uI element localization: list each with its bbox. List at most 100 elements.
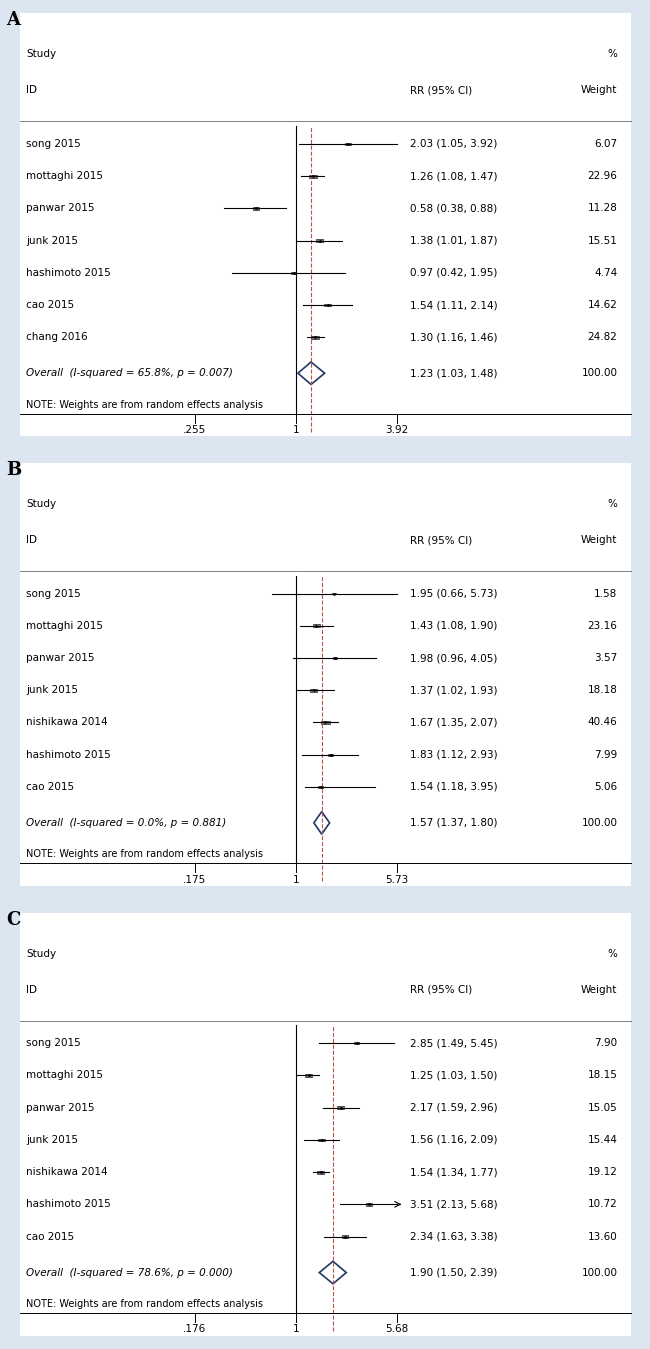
Text: C: C (6, 911, 21, 928)
Text: 15.05: 15.05 (588, 1102, 618, 1113)
Text: .176: .176 (183, 1325, 207, 1334)
Text: cao 2015: cao 2015 (26, 782, 74, 792)
Text: 2.34 (1.63, 3.38): 2.34 (1.63, 3.38) (410, 1232, 497, 1241)
Bar (345, 143, 350, 144)
Text: song 2015: song 2015 (26, 139, 81, 148)
Text: 23.16: 23.16 (588, 621, 618, 631)
Text: 1: 1 (292, 1325, 299, 1334)
Bar (365, 1203, 372, 1206)
Text: 1.25 (1.03, 1.50): 1.25 (1.03, 1.50) (410, 1071, 497, 1081)
Text: 5.68: 5.68 (385, 1325, 408, 1334)
Bar (313, 625, 320, 627)
Text: NOTE: Weights are from random effects analysis: NOTE: Weights are from random effects an… (26, 1299, 263, 1309)
Text: mottaghi 2015: mottaghi 2015 (26, 621, 103, 631)
Text: hashimoto 2015: hashimoto 2015 (26, 750, 110, 759)
FancyBboxPatch shape (20, 13, 630, 436)
Bar (342, 1236, 348, 1238)
Text: 1.38 (1.01, 1.87): 1.38 (1.01, 1.87) (410, 236, 497, 246)
Text: 1.23 (1.03, 1.48): 1.23 (1.03, 1.48) (410, 368, 497, 378)
Text: panwar 2015: panwar 2015 (26, 653, 94, 662)
Text: 11.28: 11.28 (588, 204, 618, 213)
Text: ID: ID (26, 85, 37, 96)
Text: nishikawa 2014: nishikawa 2014 (26, 718, 108, 727)
Bar (318, 786, 323, 788)
Text: 5.73: 5.73 (385, 874, 408, 885)
Text: 1.26 (1.08, 1.47): 1.26 (1.08, 1.47) (410, 171, 497, 181)
Text: mottaghi 2015: mottaghi 2015 (26, 1071, 103, 1081)
Text: 14.62: 14.62 (588, 299, 618, 310)
Text: %: % (608, 50, 617, 59)
Polygon shape (314, 812, 330, 834)
Polygon shape (319, 1261, 346, 1284)
Text: 1.30 (1.16, 1.46): 1.30 (1.16, 1.46) (410, 332, 497, 343)
Text: ID: ID (26, 985, 37, 994)
Text: 1: 1 (292, 874, 299, 885)
Text: 5.06: 5.06 (594, 782, 618, 792)
Text: 6.07: 6.07 (594, 139, 618, 148)
Bar (316, 239, 323, 241)
Text: 3.92: 3.92 (385, 425, 408, 434)
Text: song 2015: song 2015 (26, 588, 81, 599)
Bar (309, 174, 317, 178)
Text: panwar 2015: panwar 2015 (26, 1102, 94, 1113)
Text: 24.82: 24.82 (588, 332, 618, 343)
Text: 1.83 (1.12, 2.93): 1.83 (1.12, 2.93) (410, 750, 497, 759)
Text: Weight: Weight (581, 985, 618, 994)
FancyBboxPatch shape (20, 913, 630, 1336)
Text: 1.98 (0.96, 4.05): 1.98 (0.96, 4.05) (410, 653, 497, 662)
Text: 18.15: 18.15 (588, 1071, 618, 1081)
Text: 3.51 (2.13, 5.68): 3.51 (2.13, 5.68) (410, 1199, 497, 1209)
Text: Overall  (I-squared = 78.6%, p = 0.000): Overall (I-squared = 78.6%, p = 0.000) (26, 1268, 233, 1278)
Text: 1.95 (0.66, 5.73): 1.95 (0.66, 5.73) (410, 588, 497, 599)
Text: RR (95% CI): RR (95% CI) (410, 85, 472, 96)
Text: 2.85 (1.49, 5.45): 2.85 (1.49, 5.45) (410, 1039, 497, 1048)
Text: A: A (6, 11, 21, 30)
Text: 1.90 (1.50, 2.39): 1.90 (1.50, 2.39) (410, 1268, 497, 1278)
Polygon shape (298, 362, 324, 384)
Text: ID: ID (26, 536, 37, 545)
Text: 1.54 (1.18, 3.95): 1.54 (1.18, 3.95) (410, 782, 497, 792)
Bar (306, 1074, 312, 1077)
Bar (333, 657, 337, 658)
Text: 2.17 (1.59, 2.96): 2.17 (1.59, 2.96) (410, 1102, 497, 1113)
Bar (291, 271, 296, 274)
Text: cao 2015: cao 2015 (26, 299, 74, 310)
Text: 1.43 (1.08, 1.90): 1.43 (1.08, 1.90) (410, 621, 497, 631)
Text: 40.46: 40.46 (588, 718, 618, 727)
Text: %: % (608, 499, 617, 509)
Text: 18.18: 18.18 (588, 685, 618, 695)
Text: 1.57 (1.37, 1.80): 1.57 (1.37, 1.80) (410, 817, 497, 828)
Bar (324, 304, 331, 306)
Text: Weight: Weight (581, 85, 618, 96)
Bar (311, 336, 319, 339)
FancyBboxPatch shape (20, 463, 630, 886)
Bar (332, 592, 336, 595)
Text: RR (95% CI): RR (95% CI) (410, 985, 472, 994)
Text: 19.12: 19.12 (588, 1167, 618, 1178)
Text: 1.56 (1.16, 2.09): 1.56 (1.16, 2.09) (410, 1135, 497, 1145)
Text: 2.03 (1.05, 3.92): 2.03 (1.05, 3.92) (410, 139, 497, 148)
Text: B: B (6, 461, 21, 479)
Text: 7.99: 7.99 (594, 750, 618, 759)
Text: Overall  (I-squared = 0.0%, p = 0.881): Overall (I-squared = 0.0%, p = 0.881) (26, 817, 226, 828)
Text: 1.54 (1.11, 2.14): 1.54 (1.11, 2.14) (410, 299, 497, 310)
Text: 0.58 (0.38, 0.88): 0.58 (0.38, 0.88) (410, 204, 497, 213)
Bar (337, 1106, 344, 1109)
Text: 13.60: 13.60 (588, 1232, 618, 1241)
Text: nishikawa 2014: nishikawa 2014 (26, 1167, 108, 1178)
Text: 100.00: 100.00 (582, 817, 618, 828)
Text: song 2015: song 2015 (26, 1039, 81, 1048)
Text: %: % (608, 948, 617, 959)
Bar (317, 1171, 324, 1174)
Bar (311, 689, 317, 692)
Text: panwar 2015: panwar 2015 (26, 204, 94, 213)
Bar (328, 754, 333, 755)
Text: junk 2015: junk 2015 (26, 1135, 78, 1145)
Text: hashimoto 2015: hashimoto 2015 (26, 268, 110, 278)
Text: 10.72: 10.72 (588, 1199, 618, 1209)
Text: Study: Study (26, 50, 56, 59)
Text: Study: Study (26, 499, 56, 509)
Text: NOTE: Weights are from random effects analysis: NOTE: Weights are from random effects an… (26, 399, 263, 410)
Text: .175: .175 (183, 874, 207, 885)
Text: 15.44: 15.44 (588, 1135, 618, 1145)
